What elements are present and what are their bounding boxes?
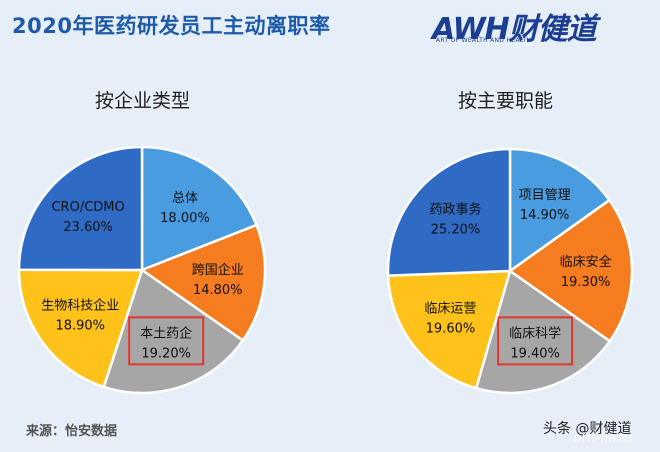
pie-slice-0-1 xyxy=(139,223,267,343)
brand-logo: AWH财健道 ART OF WEALTH AND HEALTH xyxy=(432,4,632,47)
pie-slice-0-0 xyxy=(140,145,259,272)
pie-slice-1-2 xyxy=(474,268,612,395)
pie-slice-1-4 xyxy=(386,147,512,277)
slice-value-1-2: 19.40% xyxy=(510,346,560,361)
slice-value-1-4: 25.20% xyxy=(431,223,481,238)
watermark-site: om-liazu xyxy=(573,430,633,446)
slice-value-0-3: 18.90% xyxy=(55,319,105,334)
right-chart-title: 按主要职能 xyxy=(458,90,554,112)
slice-label-0-1: 跨国企业 xyxy=(192,262,244,278)
pie-slice-0-3 xyxy=(17,268,144,389)
slice-value-0-2: 19.20% xyxy=(141,346,191,361)
watermark-text: 头条 @财健道 xyxy=(543,421,632,437)
slice-label-0-0: 总体 xyxy=(172,191,198,206)
slice-label-1-0: 项目管理 xyxy=(519,188,571,203)
slice-label-1-4: 药政事务 xyxy=(429,202,481,218)
slice-value-1-1: 19.30% xyxy=(561,275,611,290)
slice-label-1-3: 临床运营 xyxy=(424,302,476,317)
pie-slice-1-3 xyxy=(386,269,512,390)
pie-slice-0-4 xyxy=(17,145,144,272)
logo-tagline: ART OF WEALTH AND HEALTH xyxy=(436,37,532,44)
slice-value-0-0: 18.00% xyxy=(160,211,210,226)
left-chart-title: 按企业类型 xyxy=(95,90,191,112)
pie-slice-1-1 xyxy=(507,198,634,343)
slice-value-0-1: 14.80% xyxy=(193,283,243,298)
page-title: 2020年医药研发员工主动离职率 xyxy=(12,14,331,38)
slice-label-1-2: 临床科学 xyxy=(509,325,561,341)
slice-label-0-4: CRO/CDMO xyxy=(51,200,124,215)
slice-label-0-3: 生物科技企业 xyxy=(41,298,119,314)
pie-slice-0-2 xyxy=(102,268,245,395)
pie-slice-1-0 xyxy=(508,147,612,274)
highlight-box-1 xyxy=(497,316,574,366)
highlight-box-0 xyxy=(128,316,205,366)
slice-value-0-4: 23.60% xyxy=(63,220,113,235)
slice-value-1-3: 19.60% xyxy=(426,322,476,337)
source-note: 来源：怡安数据 xyxy=(26,424,118,439)
slice-label-1-1: 临床安全 xyxy=(560,254,612,270)
slice-value-1-0: 14.90% xyxy=(520,208,570,223)
slice-label-0-2: 本土药企 xyxy=(140,325,192,341)
logo-text: AWH财健道 xyxy=(432,12,597,47)
